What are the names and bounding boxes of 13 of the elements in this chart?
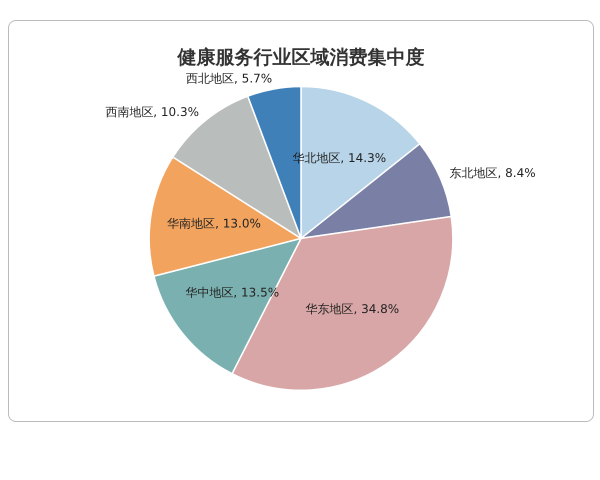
data-label: , 10.3% bbox=[153, 104, 200, 119]
data-label: , 13.0% bbox=[215, 216, 261, 231]
slice-label: 东北地区 bbox=[450, 166, 498, 180]
slice-label: 华南地区 bbox=[167, 216, 216, 231]
data-label: , 34.8% bbox=[353, 302, 400, 316]
slice-label: 华中地区 bbox=[185, 286, 234, 300]
slice-label: 西北地区 bbox=[186, 71, 234, 86]
data-label: , 5.7% bbox=[234, 71, 272, 86]
data-label: , 8.4% bbox=[498, 166, 536, 180]
slice-label: 西南地区 bbox=[105, 104, 154, 119]
chart-title: 健康服务行业区域消费集中度 bbox=[176, 46, 424, 68]
slice-label: 华东地区 bbox=[305, 302, 354, 316]
data-label: , 14.3% bbox=[340, 151, 386, 166]
